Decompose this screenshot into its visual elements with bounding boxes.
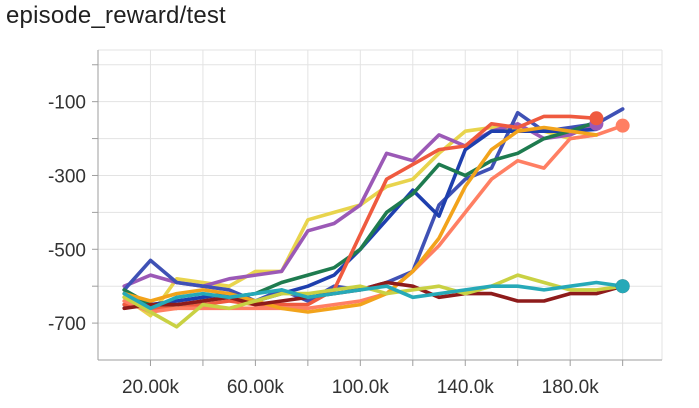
chart-title: episode_reward/test: [6, 2, 226, 29]
x-tick-label: 20.00k: [122, 377, 180, 398]
series-end-marker-11: [615, 279, 630, 294]
y-tick-label: -300: [48, 166, 86, 187]
x-tick-label: 140.0k: [437, 377, 495, 398]
axes: [92, 50, 662, 366]
series-end-marker-7: [615, 118, 630, 133]
x-tick-label: 100.0k: [332, 377, 390, 398]
y-tick-label: -500: [48, 240, 86, 261]
series-line-9: [122, 280, 625, 311]
y-tick-label: -100: [48, 93, 86, 114]
series-line-8: [122, 125, 599, 314]
grid: [98, 49, 663, 360]
series-line-10: [122, 273, 625, 329]
series-line-11: [122, 280, 625, 311]
x-tick-label: 180.0k: [542, 377, 600, 398]
series-lines: [122, 107, 625, 329]
series-end-marker-6: [589, 111, 604, 126]
end-markers: [589, 111, 630, 294]
x-tick-label: 60.00k: [227, 377, 285, 398]
tick-labels: 20.00k 60.00k 100.0k 140.0k 180.0k -700 -500 -3…: [48, 93, 599, 398]
y-tick-label: -700: [48, 314, 86, 335]
